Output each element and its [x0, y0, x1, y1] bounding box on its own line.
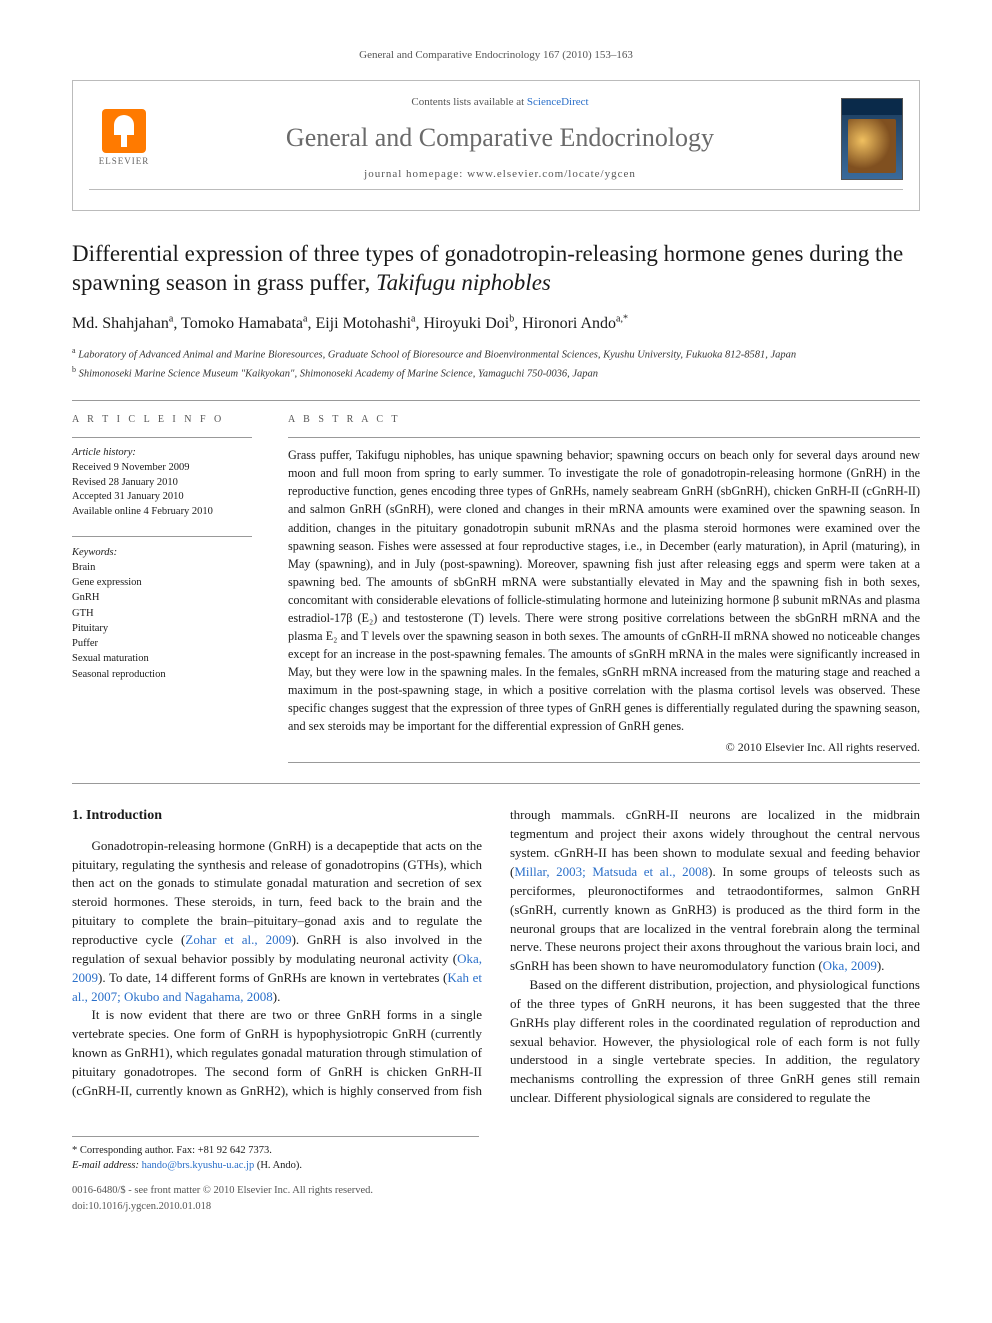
elsevier-tree-icon — [102, 109, 146, 153]
abstract-rule — [288, 437, 920, 438]
abstract-label: A B S T R A C T — [288, 413, 920, 428]
abstract-text: Grass puffer, Takifugu niphobles, has un… — [288, 446, 920, 735]
homepage-url: www.elsevier.com/locate/ygcen — [467, 168, 636, 180]
publisher-label: ELSEVIER — [99, 155, 150, 168]
affiliations: a Laboratory of Advanced Animal and Mari… — [72, 345, 920, 381]
history-received: Received 9 November 2009 — [72, 461, 252, 476]
history-label: Article history: — [72, 446, 252, 461]
journal-name: General and Comparative Endocrinology — [159, 119, 841, 157]
keyword-5: Puffer — [72, 636, 252, 651]
journal-cover-thumb — [841, 98, 903, 180]
journal-header-box: ELSEVIER Contents lists available at Sci… — [72, 80, 920, 211]
contents-line: Contents lists available at ScienceDirec… — [159, 95, 841, 111]
cite-oka-2[interactable]: Oka, 2009 — [823, 958, 877, 973]
rule-body — [72, 783, 920, 784]
contents-prefix: Contents lists available at — [411, 96, 526, 108]
email-label: E-mail address: — [72, 1160, 139, 1171]
homepage-prefix: journal homepage: — [364, 168, 467, 180]
keywords-rule — [72, 536, 252, 537]
section-1-heading: 1. Introduction — [72, 806, 482, 826]
cite-millar-matsuda[interactable]: Millar, 2003; Matsuda et al., 2008 — [514, 864, 708, 879]
body-p3: Based on the different distribution, pro… — [510, 976, 920, 1108]
keyword-7: Seasonal reproduction — [72, 667, 252, 682]
keyword-1: Gene expression — [72, 575, 252, 590]
author-2: Eiji Motohashia — [315, 315, 415, 332]
abstract-copyright: © 2010 Elsevier Inc. All rights reserved… — [288, 739, 920, 756]
article-history: Article history: Received 9 November 200… — [72, 446, 252, 519]
homepage-line: journal homepage: www.elsevier.com/locat… — [159, 167, 841, 183]
title-species: Takifugu niphobles — [376, 270, 551, 295]
body-p1: Gonadotropin-releasing hormone (GnRH) is… — [72, 837, 482, 1007]
sciencedirect-link[interactable]: ScienceDirect — [527, 96, 589, 108]
history-revised: Revised 28 January 2010 — [72, 476, 252, 491]
info-rule — [72, 437, 252, 438]
abstract-col: A B S T R A C T Grass puffer, Takifugu n… — [288, 413, 920, 764]
keyword-4: Pituitary — [72, 621, 252, 636]
article-info-col: A R T I C L E I N F O Article history: R… — [72, 413, 252, 764]
abstract-rule-bottom — [288, 762, 920, 763]
keywords-label: Keywords: — [72, 545, 252, 560]
rule-top — [72, 400, 920, 401]
keywords-block: Keywords: Brain Gene expression GnRH GTH… — [72, 545, 252, 682]
keyword-6: Sexual maturation — [72, 651, 252, 666]
author-0: Md. Shahjahana — [72, 315, 173, 332]
email-suffix: (H. Ando). — [257, 1160, 302, 1171]
keyword-0: Brain — [72, 560, 252, 575]
issn-line: 0016-6480/$ - see front matter © 2010 El… — [72, 1183, 373, 1198]
footnote-block: * Corresponding author. Fax: +81 92 642 … — [72, 1136, 479, 1173]
running-head: General and Comparative Endocrinology 16… — [72, 48, 920, 64]
author-3: Hiroyuki Doib — [423, 315, 514, 332]
cite-zohar[interactable]: Zohar et al., 2009 — [185, 932, 291, 947]
article-title: Differential expression of three types o… — [72, 239, 920, 299]
history-online: Available online 4 February 2010 — [72, 505, 252, 520]
footer: 0016-6480/$ - see front matter © 2010 El… — [72, 1183, 920, 1213]
keyword-2: GnRH — [72, 590, 252, 605]
author-1: Tomoko Hamabataa — [181, 315, 307, 332]
corresponding-author: * Corresponding author. Fax: +81 92 642 … — [72, 1143, 479, 1158]
article-info-label: A R T I C L E I N F O — [72, 413, 252, 428]
doi-line: doi:10.1016/j.ygcen.2010.01.018 — [72, 1199, 373, 1214]
email-link[interactable]: hando@brs.kyushu-u.ac.jp — [142, 1160, 255, 1171]
keyword-3: GTH — [72, 606, 252, 621]
email-line: E-mail address: hando@brs.kyushu-u.ac.jp… — [72, 1158, 479, 1173]
history-accepted: Accepted 31 January 2010 — [72, 490, 252, 505]
body-text: 1. Introduction Gonadotropin-releasing h… — [72, 806, 920, 1108]
elsevier-logo: ELSEVIER — [89, 104, 159, 174]
affiliation-a: a Laboratory of Advanced Animal and Mari… — [72, 345, 920, 363]
author-4: Hironori Andoa,* — [522, 315, 628, 332]
affiliation-b: b Shimonoseki Marine Science Museum "Kai… — [72, 364, 920, 382]
authors-line: Md. Shahjahana, Tomoko Hamabataa, Eiji M… — [72, 312, 920, 335]
